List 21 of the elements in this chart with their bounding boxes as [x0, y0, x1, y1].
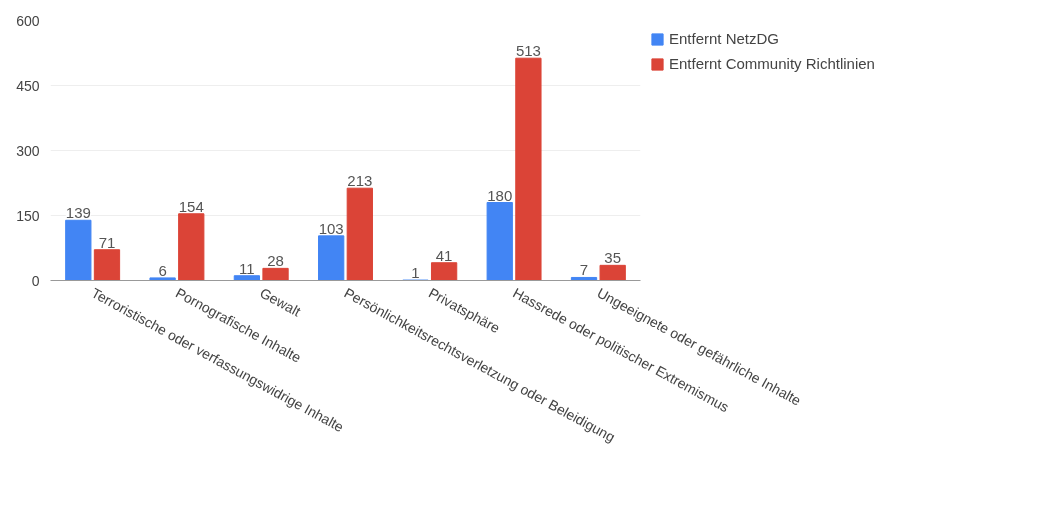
- data-label: 71: [98, 233, 116, 251]
- data-label: 139: [65, 204, 91, 222]
- y-tick-label: 300: [16, 142, 40, 159]
- legend-label: Entfernt Community Richtlinien: [669, 55, 875, 72]
- y-tick-label: 0: [31, 272, 40, 289]
- data-label: 7: [579, 261, 589, 279]
- data-label: 103: [318, 219, 344, 237]
- data-label: 513: [515, 42, 541, 60]
- data-label: 6: [158, 261, 167, 279]
- data-label: 213: [347, 172, 373, 190]
- y-tick-label: 150: [16, 207, 40, 224]
- y-tick-label: 600: [16, 12, 40, 29]
- data-label: 35: [604, 249, 622, 267]
- data-label: 1: [411, 264, 420, 282]
- data-label: 41: [435, 246, 453, 264]
- y-tick-label: 450: [16, 77, 40, 94]
- data-label: 28: [267, 252, 284, 270]
- legend-label: Entfernt NetzDG: [669, 30, 780, 47]
- data-label: 154: [178, 197, 204, 215]
- data-label: 180: [487, 186, 513, 204]
- data-label: 11: [239, 259, 255, 277]
